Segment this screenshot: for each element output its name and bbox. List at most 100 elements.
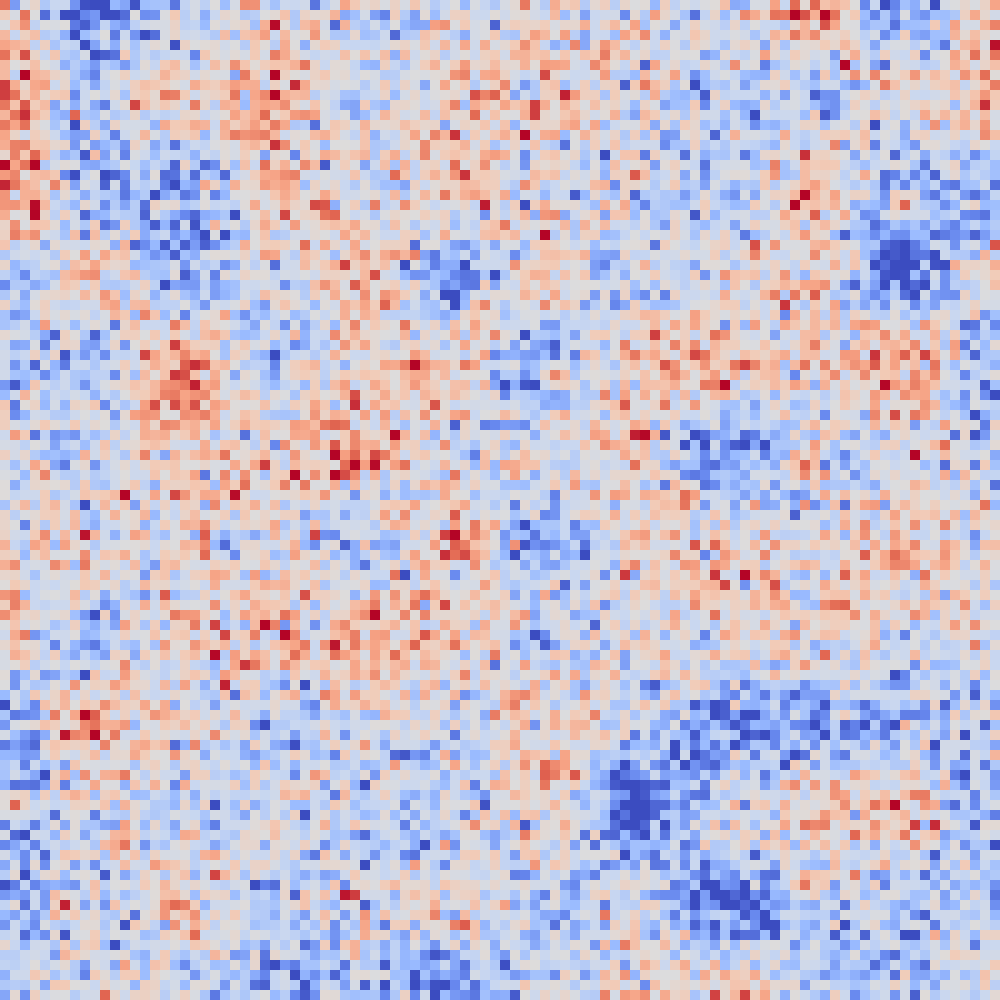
heatmap-cell [590,270,601,281]
heatmap-cell [290,340,301,351]
heatmap-cell [410,230,421,241]
heatmap-cell [400,430,411,441]
heatmap-cell [530,400,541,411]
heatmap-cell [270,150,281,161]
heatmap-cell [290,70,301,81]
heatmap-cell [110,70,121,81]
heatmap-cell [330,300,341,311]
heatmap-cell [10,10,21,21]
heatmap-cell [540,50,551,61]
heatmap-cell [80,190,91,201]
heatmap-cell [670,410,681,421]
heatmap-cell [90,70,101,81]
heatmap-cell [860,160,871,171]
heatmap-cell [940,320,951,331]
heatmap-cell [460,240,471,251]
heatmap-cell [430,480,441,491]
heatmap-cell [440,420,451,431]
heatmap-cell [370,30,381,41]
heatmap-cell [200,160,211,171]
heatmap-cell [550,160,561,171]
heatmap-cell [550,240,561,251]
heatmap-cell [260,140,271,151]
heatmap-cell [210,150,221,161]
heatmap-cell [0,70,11,81]
heatmap-cell [360,410,371,421]
heatmap-cell [100,170,111,181]
heatmap-cell [120,240,131,251]
heatmap-cell [940,390,951,401]
heatmap-cell [820,340,831,351]
heatmap-cell [230,270,241,281]
heatmap-cell [270,410,281,421]
heatmap-cell [330,250,341,261]
heatmap-cell [950,440,961,451]
heatmap-cell [180,240,191,251]
heatmap-cell [830,150,841,161]
heatmap-cell [730,260,741,271]
heatmap-cell [220,70,231,81]
heatmap-cell [900,60,911,71]
heatmap-cell [240,320,251,331]
heatmap-cell [460,220,471,231]
heatmap-cell [310,320,321,331]
heatmap-cell [990,50,1000,61]
heatmap-cell [560,380,571,391]
heatmap-cell [600,150,611,161]
heatmap-cell [260,490,271,501]
heatmap-cell [250,270,261,281]
heatmap-cell [200,30,211,41]
heatmap-cell [600,450,611,461]
heatmap-cell [560,10,571,21]
heatmap-cell [240,120,251,131]
heatmap-cell [720,380,731,391]
heatmap-cell [320,270,331,281]
heatmap-cell [60,60,71,71]
heatmap-cell [750,280,761,291]
heatmap-cell [230,350,241,361]
heatmap-cell [130,80,141,91]
heatmap-cell [410,140,421,151]
heatmap-cell [170,270,181,281]
heatmap-cell [730,220,741,231]
heatmap-cell [880,250,891,261]
heatmap-cell [830,130,841,141]
heatmap-cell [950,330,961,341]
heatmap-cell [400,390,411,401]
heatmap-cell [760,90,771,101]
heatmap-cell [0,30,11,41]
heatmap-cell [360,110,371,121]
heatmap-cell [190,370,201,381]
heatmap-cell [20,460,31,471]
heatmap-cell [240,100,251,111]
heatmap-cell [150,430,161,441]
heatmap-cell [970,480,981,491]
heatmap-cell [160,480,171,491]
heatmap-cell [640,360,651,371]
heatmap-cell [310,290,321,301]
heatmap-cell [680,230,691,241]
heatmap-cell [160,190,171,201]
heatmap-cell [440,280,451,291]
heatmap-cell [990,80,1000,91]
heatmap-cell [710,250,721,261]
heatmap-cell [880,160,891,171]
heatmap-cell [810,380,821,391]
heatmap-cell [570,230,581,241]
heatmap-cell [980,60,991,71]
heatmap-cell [980,100,991,111]
heatmap-cell [10,380,21,391]
heatmap-cell [470,30,481,41]
heatmap-cell [480,200,491,211]
heatmap-cell [900,370,911,381]
heatmap-cell [760,40,771,51]
heatmap-cell [740,0,751,11]
heatmap-cell [670,270,681,281]
heatmap-cell [590,230,601,241]
heatmap-cell [390,180,401,191]
heatmap-cell [620,250,631,261]
heatmap-cell [950,390,961,401]
heatmap-cell [570,300,581,311]
heatmap-cell [460,170,471,181]
heatmap-cell [520,60,531,71]
